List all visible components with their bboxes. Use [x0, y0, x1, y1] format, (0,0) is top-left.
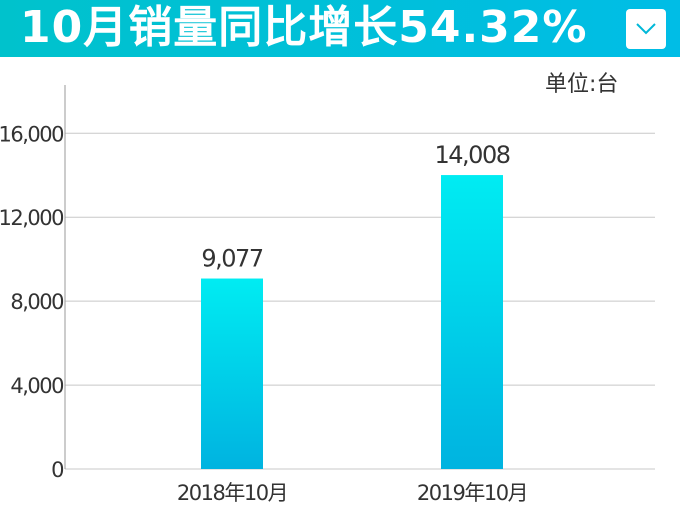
y-tick-label: 0 [51, 458, 63, 482]
y-tick-label: 12,000 [0, 206, 63, 230]
bar [441, 175, 503, 469]
title-banner: 10月销量同比增长54.32% [0, 0, 680, 57]
y-tick-label: 4,000 [10, 374, 63, 398]
data-label: 14,008 [435, 141, 510, 169]
y-tick-label: 16,000 [0, 122, 63, 146]
x-tick-label: 2018年10月 [177, 481, 287, 505]
chevron-down-icon [636, 23, 656, 35]
data-label: 9,077 [201, 245, 262, 273]
unit-label: 单位:台 [545, 72, 619, 97]
bar [201, 278, 263, 469]
chart-title: 10月销量同比增长54.32% [20, 2, 588, 53]
dropdown-button[interactable] [626, 9, 666, 49]
y-tick-label: 8,000 [10, 290, 63, 314]
x-tick-label: 2019年10月 [417, 481, 527, 505]
